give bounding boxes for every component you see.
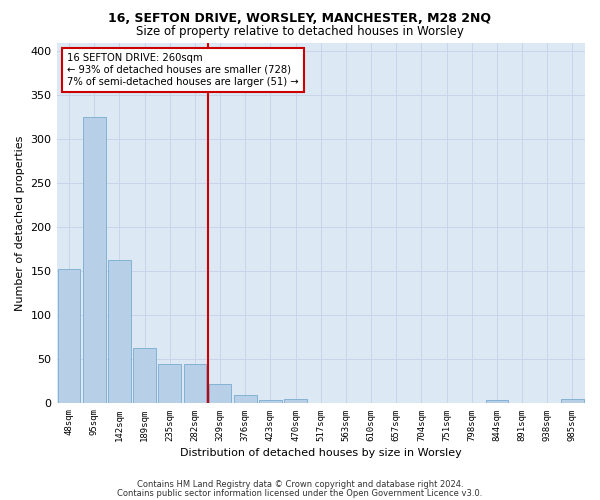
Bar bbox=[133, 348, 156, 404]
Text: Contains public sector information licensed under the Open Government Licence v3: Contains public sector information licen… bbox=[118, 488, 482, 498]
Y-axis label: Number of detached properties: Number of detached properties bbox=[15, 136, 25, 310]
Bar bbox=[561, 399, 584, 404]
Bar bbox=[259, 400, 282, 404]
Bar bbox=[284, 399, 307, 404]
Bar bbox=[58, 269, 80, 404]
Bar bbox=[184, 364, 206, 404]
Text: 16 SEFTON DRIVE: 260sqm
← 93% of detached houses are smaller (728)
7% of semi-de: 16 SEFTON DRIVE: 260sqm ← 93% of detache… bbox=[67, 54, 299, 86]
Bar bbox=[234, 394, 257, 404]
X-axis label: Distribution of detached houses by size in Worsley: Distribution of detached houses by size … bbox=[180, 448, 461, 458]
Text: Size of property relative to detached houses in Worsley: Size of property relative to detached ho… bbox=[136, 25, 464, 38]
Bar bbox=[158, 364, 181, 404]
Text: Contains HM Land Registry data © Crown copyright and database right 2024.: Contains HM Land Registry data © Crown c… bbox=[137, 480, 463, 489]
Bar bbox=[485, 400, 508, 404]
Text: 16, SEFTON DRIVE, WORSLEY, MANCHESTER, M28 2NQ: 16, SEFTON DRIVE, WORSLEY, MANCHESTER, M… bbox=[109, 12, 491, 26]
Bar bbox=[83, 118, 106, 404]
Bar bbox=[108, 260, 131, 404]
Bar bbox=[209, 384, 232, 404]
